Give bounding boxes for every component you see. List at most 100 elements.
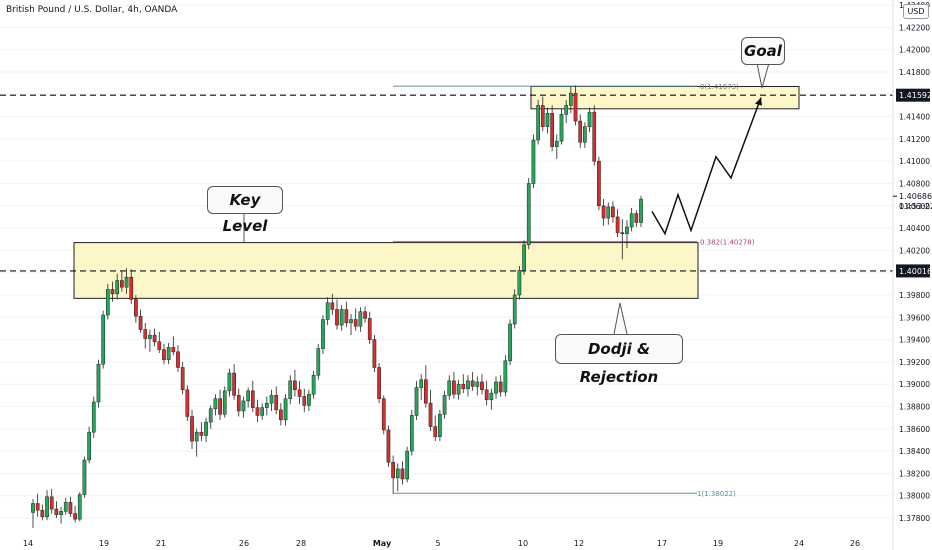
candle-body	[363, 311, 367, 319]
candle-body	[143, 329, 148, 339]
candle-body	[325, 302, 330, 320]
candle-body	[531, 139, 536, 184]
time-tick-label: 28	[296, 539, 306, 548]
candle-body	[293, 380, 297, 391]
price-tick-label: 1.39200	[899, 358, 930, 367]
price-tick-label: 1.39000	[899, 380, 930, 389]
candle-body	[414, 387, 419, 416]
candle-body	[568, 92, 573, 106]
price-tick-label: 1.41000	[899, 157, 930, 166]
candle-body	[424, 379, 428, 404]
candle-body	[49, 496, 54, 510]
candle-body	[73, 513, 77, 520]
candle-body	[91, 401, 96, 433]
candle-body	[349, 319, 353, 324]
price-tick-label: 1.42000	[899, 46, 930, 55]
candle-body	[526, 183, 531, 246]
candle-body	[611, 206, 615, 218]
candle-body	[615, 216, 620, 233]
candle-body	[400, 468, 405, 480]
candle-body	[316, 348, 321, 376]
candle-body	[522, 244, 526, 271]
candle-body	[409, 415, 414, 452]
price-tick-label: 1.40600	[899, 202, 930, 211]
candle-body	[559, 114, 564, 142]
projection-layer	[651, 97, 762, 236]
candle-body	[428, 402, 433, 427]
time-axis: 14 19 21 26 28 May 5 10 12 17 19 24 26	[23, 539, 860, 548]
candle-body	[204, 421, 208, 436]
candle-body	[283, 398, 288, 421]
candle-body	[96, 363, 101, 403]
candle-body	[461, 383, 466, 389]
candle-body	[250, 390, 255, 408]
chart-title: British Pound / U.S. Dollar, 4h, OANDA	[6, 5, 178, 15]
price-axis: 1.37800 1.38000 1.38200 1.38400 1.38600 1.388…	[893, 1, 930, 523]
price-tick-label: 1.37800	[899, 514, 930, 523]
candle-body	[59, 511, 63, 515]
goal-callout: Goal	[741, 37, 785, 65]
key-level-text: Key Level	[222, 191, 268, 235]
candle-body	[232, 372, 236, 396]
time-tick-label: 19	[713, 539, 723, 548]
time-tick-label: 12	[574, 539, 584, 548]
candle-body	[68, 502, 73, 514]
candle-body	[40, 509, 45, 518]
candles-layer	[31, 85, 643, 529]
last-price-label: 1.40686	[899, 192, 932, 201]
price-tick-label: 1.39800	[899, 291, 930, 300]
candle-body	[236, 395, 241, 412]
candle-body	[381, 398, 386, 431]
candle-body	[353, 319, 358, 327]
fib-1-label: 1(1.38022)	[697, 490, 736, 498]
currency-button[interactable]: USD	[903, 4, 929, 19]
candle-body	[456, 383, 461, 395]
time-tick-label: 21	[156, 539, 166, 548]
price-tick-label: 1.38800	[899, 403, 930, 412]
key-level-callout: Key Level	[207, 186, 283, 235]
candle-body	[180, 367, 185, 391]
candle-body	[517, 270, 522, 296]
candle-body	[442, 395, 447, 415]
candle-body	[480, 381, 484, 391]
candle-body	[208, 408, 213, 423]
candle-body	[134, 299, 138, 317]
candle-body	[447, 380, 452, 396]
horizontal-levels-layer	[0, 94, 893, 272]
price-tick-label: 1.38600	[899, 425, 930, 434]
candle-body	[601, 205, 606, 219]
candle-body	[120, 280, 124, 288]
candle-body	[288, 380, 293, 399]
candle-body	[166, 347, 171, 360]
candle-body	[222, 390, 227, 415]
candle-body	[405, 450, 410, 480]
candle-body	[344, 309, 349, 324]
candle-body	[438, 414, 442, 437]
candle-body	[129, 276, 134, 300]
candle-body	[597, 160, 601, 207]
candle-body	[489, 392, 494, 401]
candle-body	[377, 367, 381, 399]
price-tick-label: 1.41200	[899, 135, 930, 144]
candle-body	[246, 390, 250, 402]
candle-body	[625, 226, 629, 234]
candle-body	[101, 314, 106, 365]
candle-body	[484, 389, 489, 401]
candle-body	[307, 393, 311, 406]
fib-0-label: 0(1.41673)	[700, 83, 739, 91]
candle-body	[367, 318, 372, 340]
candle-body	[105, 289, 110, 316]
candle-body	[54, 508, 59, 515]
candle-body	[176, 351, 180, 368]
candle-body	[391, 462, 395, 479]
time-tick-label: 26	[239, 539, 249, 548]
candle-body	[634, 213, 639, 223]
candle-body	[564, 105, 569, 115]
candle-body	[171, 347, 176, 353]
candle-body	[264, 402, 269, 408]
fib-0382-label: 0.382(1.40278)	[700, 239, 755, 247]
candle-body	[536, 105, 540, 141]
candle-body	[321, 319, 325, 349]
candle-body	[77, 494, 82, 520]
